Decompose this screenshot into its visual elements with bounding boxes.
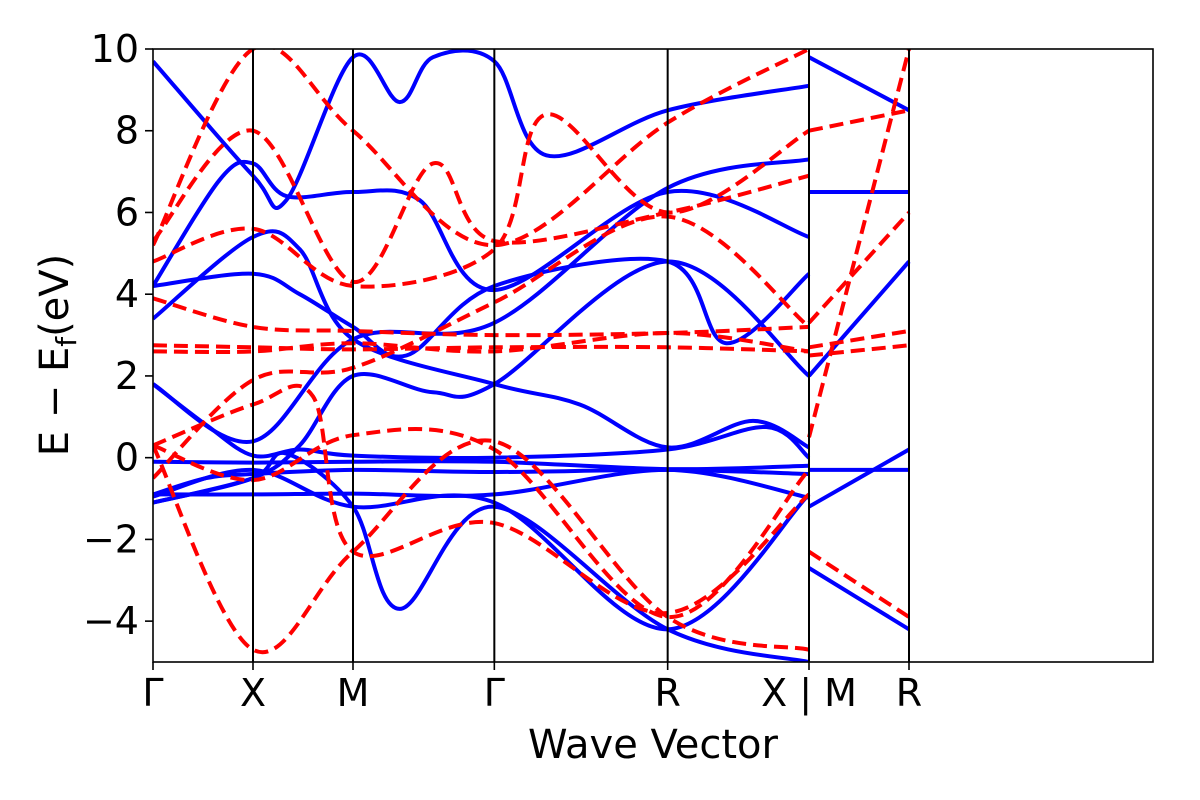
band-line <box>807 211 911 325</box>
band-line <box>808 447 910 509</box>
y-axis-label-main: E − E <box>32 347 78 457</box>
x-tick-label: X | M <box>761 671 857 716</box>
band-line <box>153 438 810 655</box>
band-line <box>807 49 911 438</box>
y-tick-label: 2 <box>115 354 139 398</box>
band-line <box>153 450 810 662</box>
band-line <box>153 343 810 354</box>
band-line <box>153 214 811 480</box>
x-tick-label: M <box>337 671 370 715</box>
y-tick-label: −2 <box>83 517 139 561</box>
series-blue-solid <box>153 49 911 662</box>
y-tick-label: 6 <box>115 190 139 234</box>
y-axis-label-unit: (eV) <box>32 254 78 337</box>
y-axis-label: E − Ef(eV) <box>32 254 83 457</box>
y-tick-label: 0 <box>115 436 139 480</box>
band-line <box>807 260 911 378</box>
band-line <box>808 343 910 358</box>
band-line <box>153 229 810 450</box>
plot-background <box>153 49 1153 662</box>
x-tick-label: R <box>896 671 922 715</box>
band-line <box>153 382 811 460</box>
y-tick-label: −4 <box>83 599 139 643</box>
band-line <box>153 49 810 248</box>
x-tick-label: Γ <box>484 671 505 715</box>
y-axis-label-subscript: f <box>50 336 83 347</box>
y-tick-label: 8 <box>115 109 139 153</box>
band-line <box>808 108 910 133</box>
y-tick-label: 10 <box>91 27 139 71</box>
y-axis: −4 −2 0 2 4 6 8 10 <box>83 27 153 643</box>
band-line <box>153 383 811 616</box>
x-axis: Γ X M Γ R X | M R <box>142 662 922 716</box>
x-tick-label: R <box>654 671 680 715</box>
kpoint-lines <box>252 49 910 662</box>
x-tick-label: Γ <box>142 671 163 715</box>
band-line <box>153 157 810 444</box>
plot-frame <box>152 48 1154 663</box>
y-tick-label: 4 <box>115 272 139 316</box>
band-line <box>807 566 911 632</box>
x-tick-label: X <box>240 671 266 715</box>
band-line <box>153 296 810 338</box>
x-axis-label: Wave Vector <box>528 722 779 768</box>
band-line <box>153 467 810 500</box>
band-line <box>153 49 810 210</box>
band-line <box>807 550 911 619</box>
band-line <box>808 329 910 350</box>
band-line <box>808 55 910 113</box>
